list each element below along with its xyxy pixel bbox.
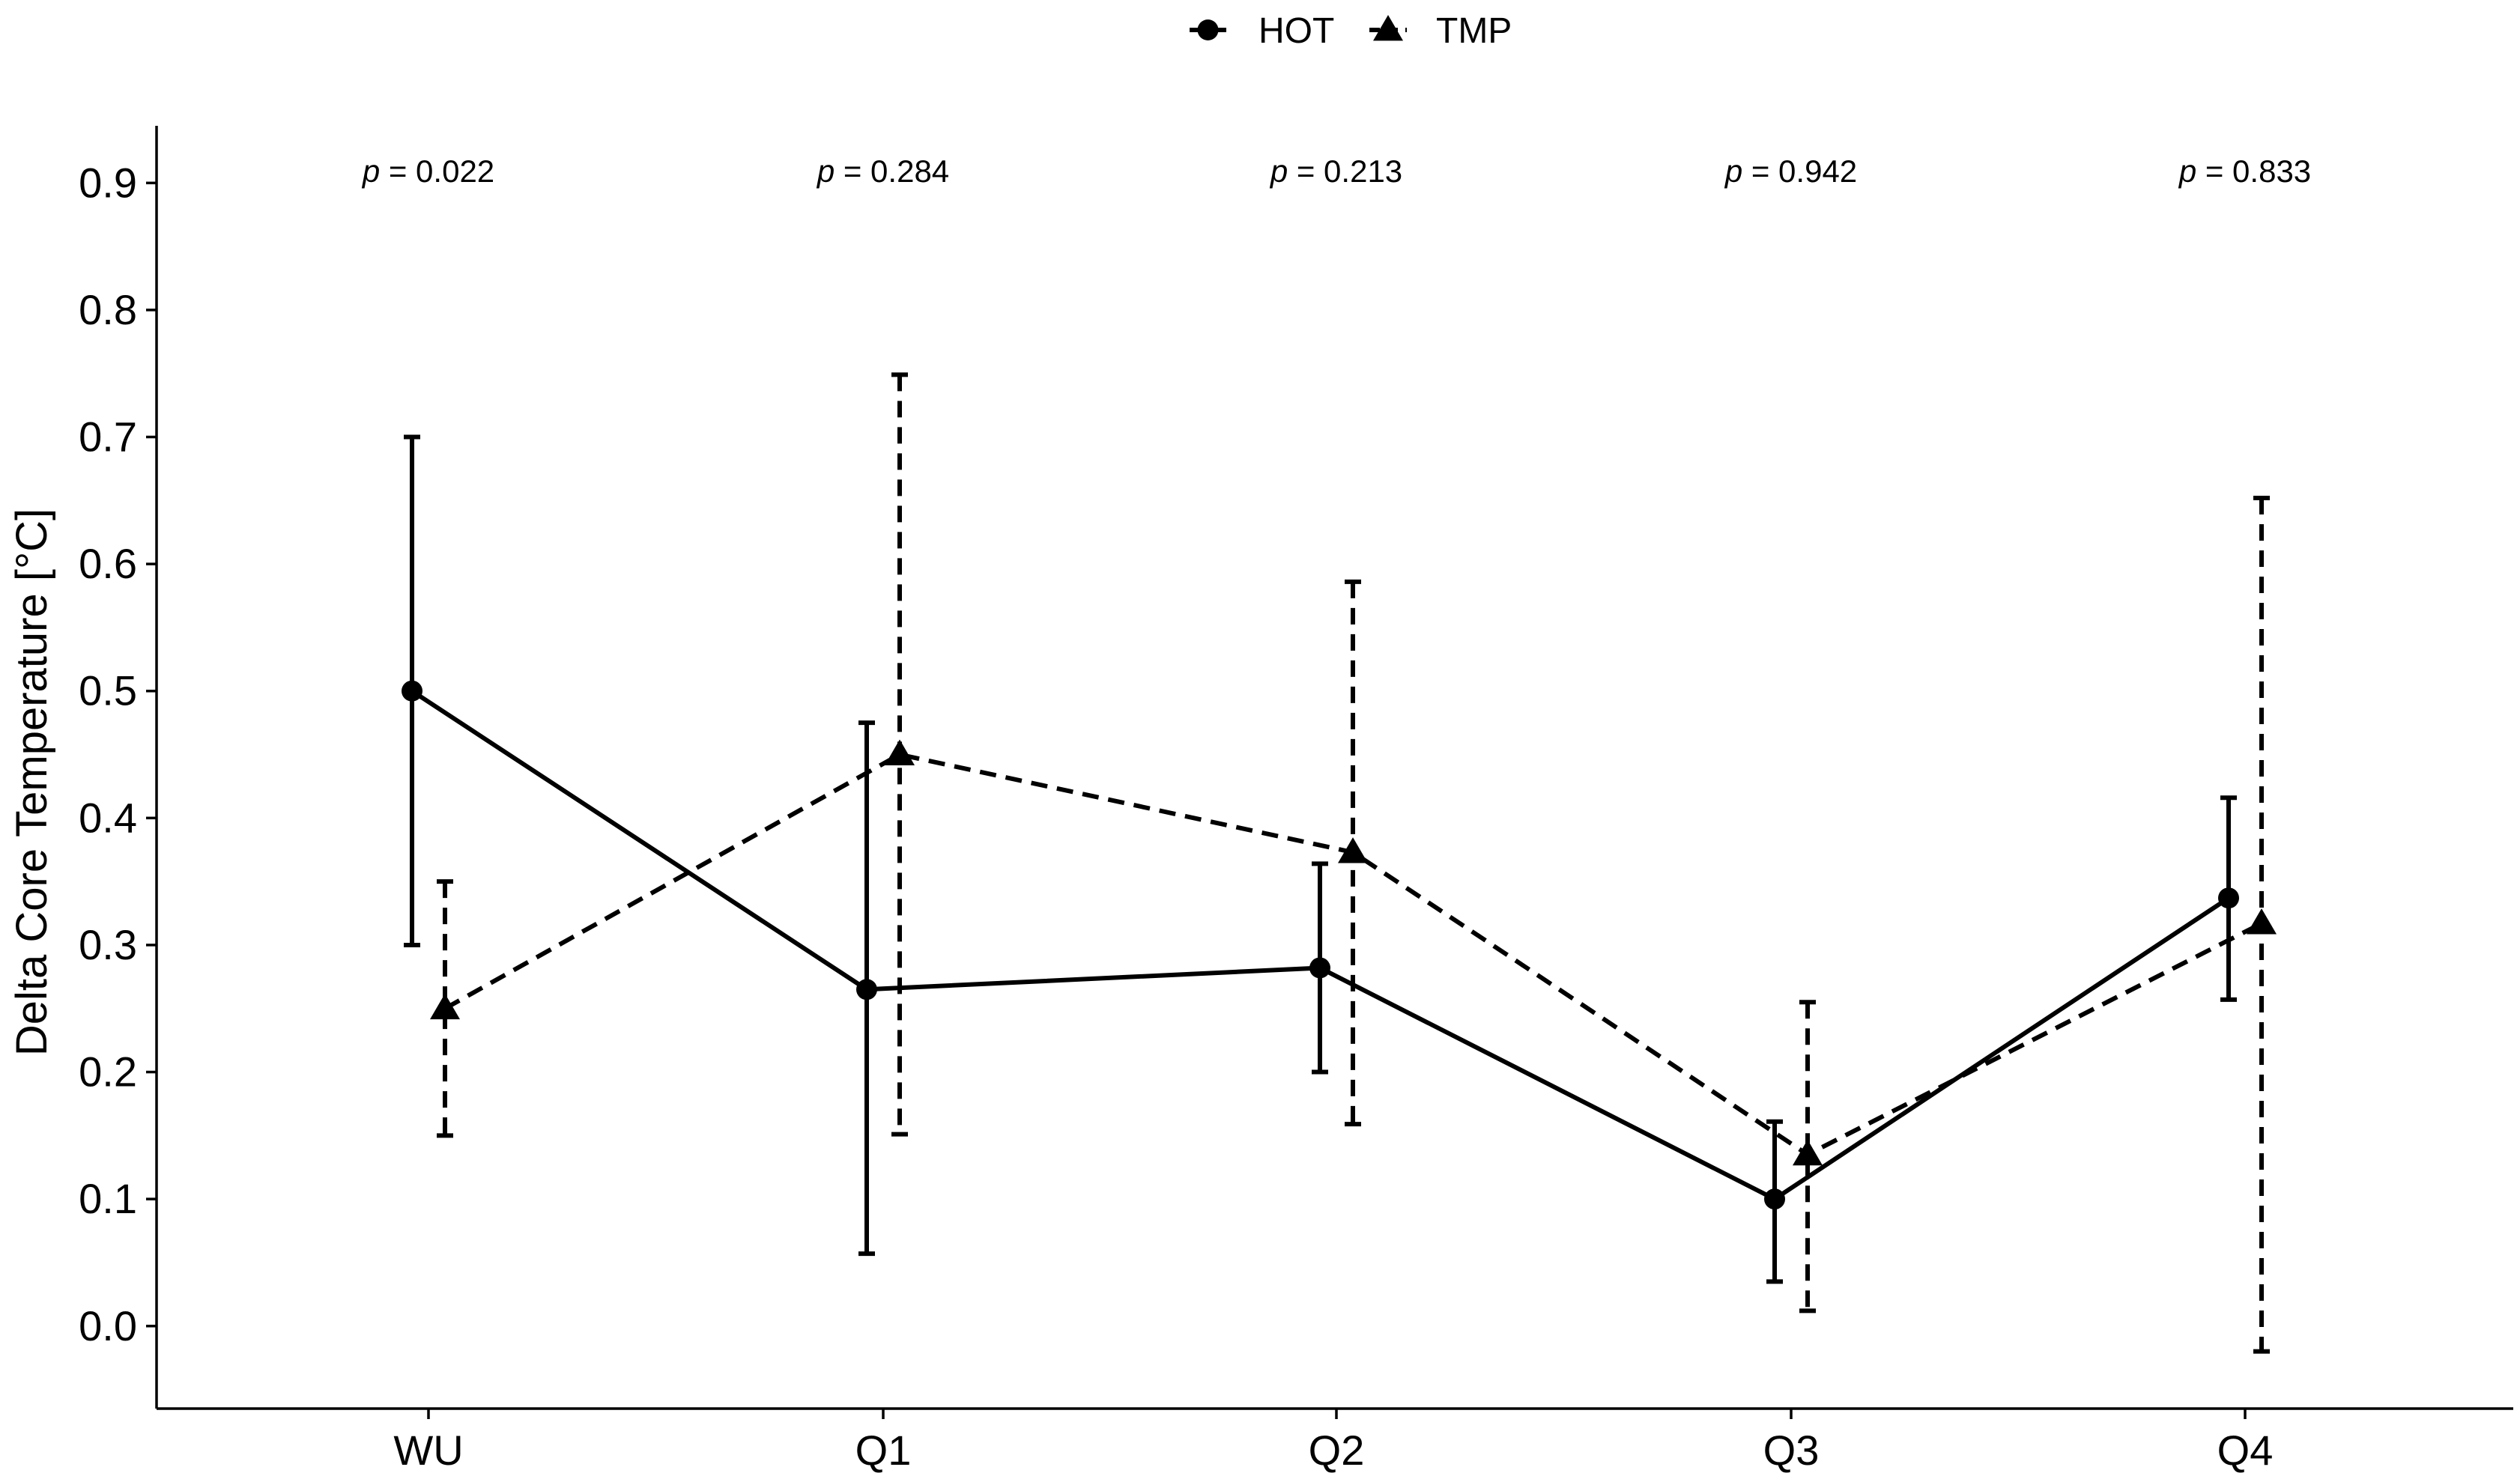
data-point-tmp <box>1793 1139 1823 1166</box>
y-tick-label: 0.9 <box>79 159 137 206</box>
x-tick-label: Q2 <box>1309 1427 1365 1474</box>
x-tick-label: Q4 <box>2217 1427 2274 1474</box>
y-tick-label: 0.3 <box>79 921 137 968</box>
data-point-tmp <box>885 739 915 765</box>
y-tick-label: 0.1 <box>79 1175 137 1222</box>
legend-item-tmp: TMP <box>1369 11 1512 51</box>
y-tick-label: 0.4 <box>79 794 137 841</box>
y-tick-label: 0.2 <box>79 1048 137 1096</box>
legend: HOT TMP <box>1190 11 1512 51</box>
x-tick-label: WU <box>393 1427 463 1474</box>
x-axis: WU Q1 Q2 Q3 Q4 <box>157 1407 2513 1474</box>
x-tick-label: Q1 <box>855 1427 912 1474</box>
y-tick-label: 0.0 <box>79 1302 137 1349</box>
legend-item-hot: HOT <box>1190 11 1334 51</box>
y-axis: 0.0 0.1 0.2 0.3 0.4 0.5 0.6 0.7 0.8 0.9 Delta Core… <box>7 126 158 1409</box>
p-symbol: p <box>361 154 380 189</box>
y-tick-label: 0.6 <box>79 540 137 587</box>
error-bar <box>1799 1000 1816 1313</box>
p-value-label: p = 0.284 <box>816 154 949 189</box>
p-symbol: p <box>1724 154 1742 189</box>
p-value: = 0.942 <box>1742 154 1857 189</box>
p-value-label: p = 0.022 <box>361 154 494 189</box>
y-axis-title: Delta Core Temperature [°C] <box>7 508 56 1056</box>
legend-marker <box>1197 19 1219 40</box>
data-point-tmp <box>430 993 460 1020</box>
y-tick-label: 0.8 <box>79 286 137 333</box>
data-point-hot <box>2218 887 2239 909</box>
legend-label: TMP <box>1436 11 1512 51</box>
p-value-label: p = 0.213 <box>1269 154 1402 189</box>
p-value-annotations: p = 0.022 p = 0.284 p = 0.213 p = 0.942 p = … <box>361 154 2311 189</box>
y-tick-label: 0.7 <box>79 413 137 461</box>
series-hot <box>402 434 2239 1284</box>
p-symbol: p <box>2178 154 2196 189</box>
p-symbol: p <box>1269 154 1288 189</box>
data-point-hot <box>402 680 422 702</box>
series-tmp <box>430 372 2277 1354</box>
data-point-hot <box>1309 957 1330 979</box>
p-value-label: p = 0.833 <box>2178 154 2311 189</box>
p-value: = 0.284 <box>835 154 949 189</box>
p-value: = 0.022 <box>380 154 494 189</box>
data-point-hot <box>1764 1188 1785 1210</box>
p-symbol: p <box>816 154 835 189</box>
p-value: = 0.833 <box>2196 154 2311 189</box>
data-point-hot <box>856 979 877 1000</box>
legend-label: HOT <box>1259 11 1334 51</box>
p-value: = 0.213 <box>1288 154 1402 189</box>
p-value-label: p = 0.942 <box>1724 154 1857 189</box>
data-point-tmp <box>1338 837 1368 863</box>
y-tick-label: 0.5 <box>79 667 137 714</box>
x-tick-label: Q3 <box>1763 1427 1820 1474</box>
legend-marker <box>1373 15 1403 41</box>
plot-area <box>402 372 2277 1354</box>
data-point-tmp <box>2247 908 2277 935</box>
error-bar <box>437 879 453 1138</box>
